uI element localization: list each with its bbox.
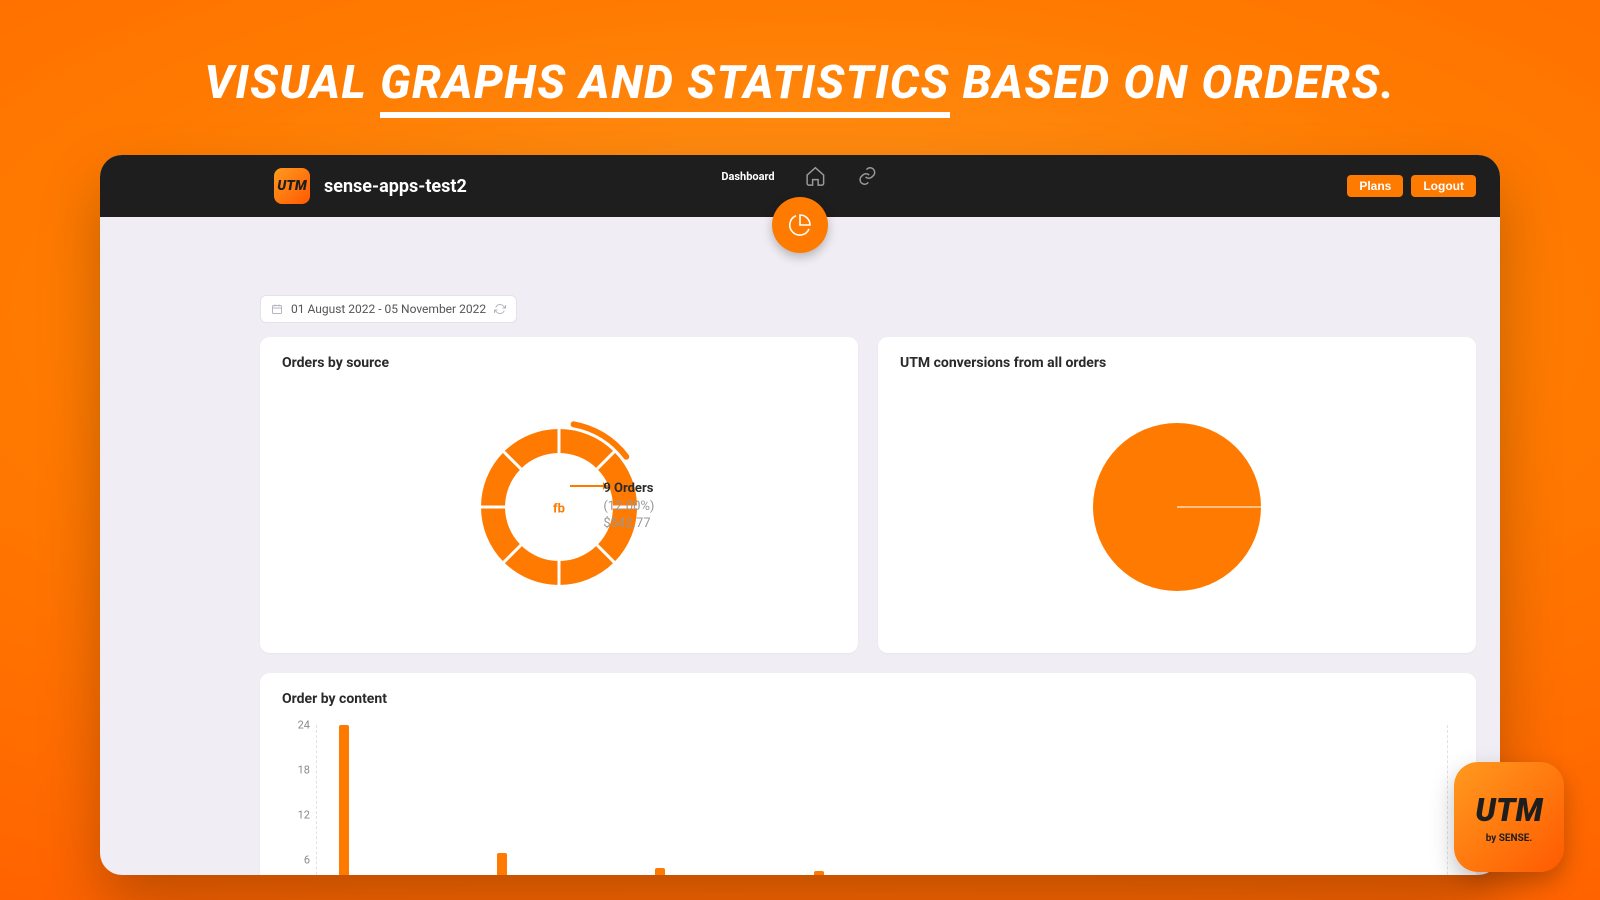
app-title: sense-apps-test2 (324, 176, 467, 197)
content-area: 01 August 2022 - 05 November 2022 Orders… (100, 217, 1500, 875)
callout-amount: $542.77 (603, 515, 654, 533)
y-tick-label: 6 (304, 854, 310, 867)
hero-underlined: GRAPHS AND STATISTICS (380, 56, 950, 118)
bar (655, 868, 665, 876)
plans-button[interactable]: Plans (1347, 175, 1403, 197)
link-icon (857, 165, 879, 187)
pie-chart (900, 389, 1454, 629)
card-title: Orders by source (282, 355, 836, 371)
donut-chart: fb 9 Orders (12.00%) $542.77 (282, 389, 836, 629)
pie-chart-icon (788, 213, 812, 237)
card-title: Order by content (282, 691, 1454, 707)
y-tick-label: 12 (298, 809, 310, 822)
y-tick-label: 18 (298, 764, 310, 777)
date-range-picker[interactable]: 01 August 2022 - 05 November 2022 (260, 295, 517, 323)
logout-button[interactable]: Logout (1411, 175, 1476, 197)
top-nav: Dashboard (721, 165, 878, 187)
nav-dashboard[interactable]: Dashboard (721, 170, 774, 183)
hero-post: BASED ON ORDERS. (950, 56, 1396, 110)
dashboard-window: UTM sense-apps-test2 Dashboard Plans Log… (100, 155, 1500, 875)
callout-pct: (12.00%) (603, 498, 654, 516)
bar-chart: 6121824 (282, 725, 1454, 875)
brand-badge-sub: by SENSE. (1486, 833, 1533, 844)
brand-badge-text: UTM (1475, 791, 1542, 829)
home-icon (805, 165, 827, 187)
bar (497, 853, 507, 876)
hero-headline: VISUAL GRAPHS AND STATISTICS BASED ON OR… (0, 0, 1600, 110)
brand-badge: UTM by SENSE. (1454, 762, 1564, 872)
bar (339, 725, 349, 875)
donut-callout: 9 Orders (12.00%) $542.77 (603, 480, 654, 533)
card-utm-conversions: UTM conversions from all orders (878, 337, 1476, 653)
nav-dashboard-label: Dashboard (721, 170, 774, 183)
bar (814, 871, 824, 875)
app-logo: UTM (274, 168, 310, 204)
date-range-text: 01 August 2022 - 05 November 2022 (291, 302, 486, 316)
hero-pre: VISUAL (205, 56, 381, 110)
nav-dashboard-active[interactable] (772, 197, 828, 253)
calendar-icon (271, 303, 283, 315)
callout-orders: 9 Orders (603, 480, 654, 498)
nav-home[interactable] (805, 165, 827, 187)
refresh-icon (494, 303, 506, 315)
card-title: UTM conversions from all orders (900, 355, 1454, 371)
y-tick-label: 24 (298, 719, 310, 732)
nav-links[interactable] (857, 165, 879, 187)
card-order-by-content: Order by content 6 12 18 24 (260, 673, 1476, 875)
card-orders-by-source: Orders by source fb 9 Orders (12.00%) $5… (260, 337, 858, 653)
